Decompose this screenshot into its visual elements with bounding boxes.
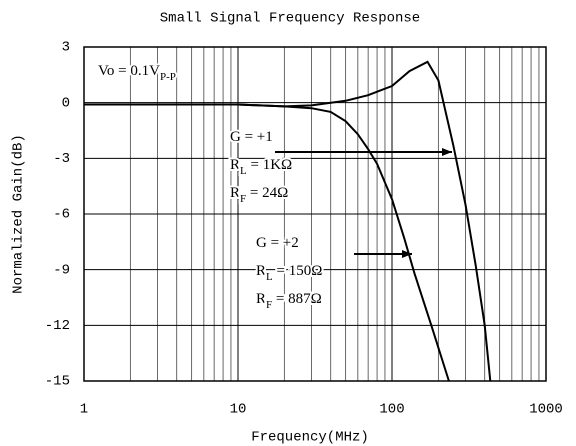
annotation-text: R — [256, 291, 266, 307]
subscript: P-P — [160, 71, 176, 83]
x-tick-label: 1000 — [529, 402, 563, 418]
line-series — [84, 103, 450, 382]
y-axis-label: Normalized Gain(dB) — [11, 134, 27, 294]
subscript: L — [240, 165, 247, 177]
subscript: F — [240, 193, 246, 205]
x-axis-label: Frequency(MHz) — [251, 430, 369, 446]
y-tick-label: -15 — [45, 374, 70, 390]
x-tick-label: 10 — [230, 402, 247, 418]
plot-frame — [83, 46, 547, 382]
annotation-text: R — [230, 185, 240, 201]
annotation: Vo = 0.1VP-P — [98, 63, 176, 82]
chart-title: Small Signal Frequency Response — [160, 11, 420, 27]
subscript: L — [266, 271, 273, 283]
annotation-text: R — [256, 263, 266, 279]
subscript: F — [266, 299, 272, 311]
annotation: G = +1 — [230, 129, 273, 145]
annotation-text: Vo = 0.1V — [98, 63, 160, 79]
annotation: G = +2 — [256, 235, 299, 251]
annotation-text: R — [230, 157, 240, 173]
annotation-text: = 1KΩ — [247, 157, 292, 173]
annotation-text: = 150Ω — [273, 263, 323, 279]
y-tick-label: -3 — [53, 151, 70, 167]
y-tick-label: -6 — [53, 207, 70, 223]
annotation: RF = 24Ω — [230, 185, 288, 204]
annotation: RL = 1KΩ — [230, 157, 292, 176]
annotation-text: G = +2 — [256, 235, 299, 251]
x-tick-label: 100 — [379, 402, 404, 418]
annotation-text: = 24Ω — [246, 185, 288, 201]
annotation-text: G = +1 — [230, 129, 273, 145]
line-series — [84, 60, 492, 382]
y-tick-label: 3 — [62, 40, 70, 56]
annotation: RL = 150Ω — [256, 263, 322, 282]
y-tick-label: -9 — [53, 262, 70, 278]
annotation: RF = 887Ω — [256, 291, 322, 310]
y-tick-label: -12 — [45, 318, 70, 334]
annotation-text: = 887Ω — [272, 291, 322, 307]
x-tick-label: 1 — [80, 402, 88, 418]
y-tick-label: 0 — [62, 95, 70, 111]
